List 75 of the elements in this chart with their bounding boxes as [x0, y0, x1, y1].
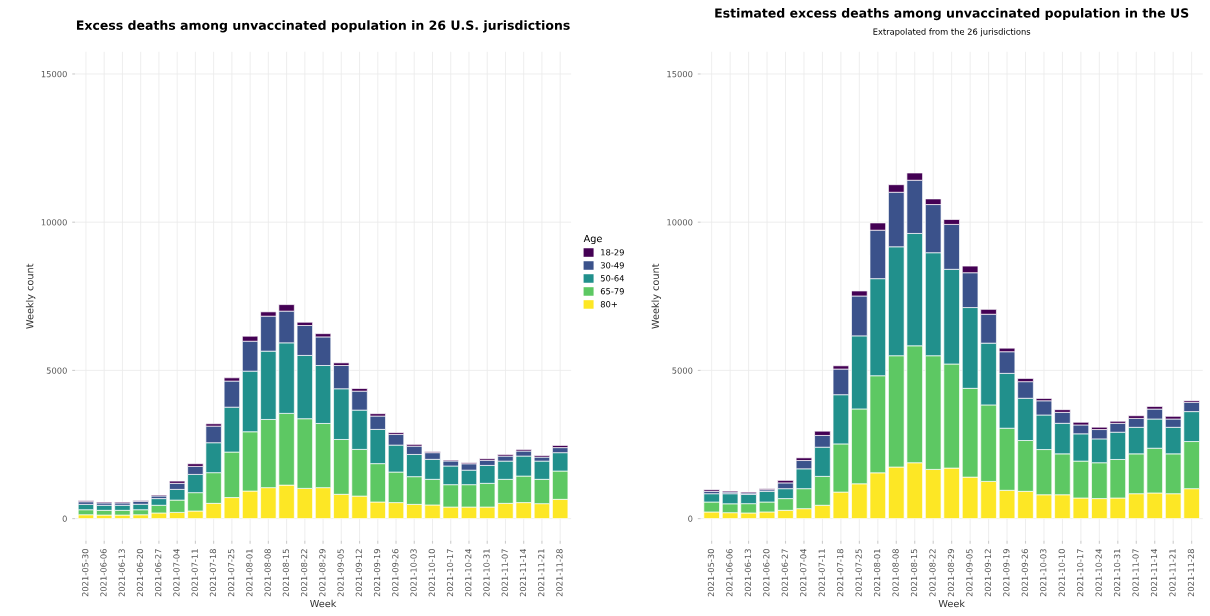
legend-label: 80+: [600, 301, 617, 308]
x-tick-label: 2021-10-24: [1095, 548, 1102, 597]
x-tick-label: 2021-07-25: [855, 549, 862, 597]
x-tick-label: 2021-06-20: [763, 549, 770, 597]
x-tick-label: 2021-07-25: [227, 549, 235, 597]
x-tick-label: 2021-11-07: [1132, 549, 1139, 597]
x-tick-label: 2021-11-14: [519, 548, 527, 597]
y-tick-label: 10000: [41, 219, 67, 226]
x-tick-label: 2021-07-04: [173, 548, 180, 597]
x-tick-label: 2021-09-05: [337, 549, 344, 597]
y-axis-title: Weekly count: [25, 263, 36, 329]
x-tick-label: 2021-11-28: [556, 549, 563, 597]
chart-title: Excess deaths among unvaccinated population in 26 U.S. jurisdictions: [77, 20, 570, 33]
x-tick-label: 2021-08-01: [873, 549, 881, 597]
y-tick-label: 15000: [667, 70, 693, 78]
x-tick-label: 2021-06-27: [155, 549, 162, 597]
x-tick-label: 2021-06-27: [781, 549, 788, 597]
x-tick-label: 2021-09-12: [984, 549, 992, 597]
x-tick-label: 2021-10-31: [483, 549, 490, 597]
x-tick-label: 2021-09-26: [1021, 549, 1028, 597]
x-tick-label: 2021-08-15: [282, 549, 290, 597]
x-tick-label: 2021-09-26: [392, 549, 399, 597]
chart-title: Estimated excess deaths among unvaccinated population in the US: [715, 8, 1189, 21]
x-tick-label: 2021-08-08: [892, 549, 899, 597]
x-tick-label: 2021-08-15: [910, 549, 918, 597]
x-tick-label: 2021-10-10: [1058, 549, 1065, 597]
x-tick-label: 2021-11-21: [538, 549, 545, 597]
y-tick-label: 5000: [672, 367, 693, 374]
y-tick-label: 10000: [667, 219, 693, 226]
x-tick-label: 2021-07-04: [800, 548, 807, 597]
y-tick-label: 5000: [46, 367, 67, 374]
x-tick-label: 2021-08-22: [300, 549, 308, 597]
x-tick-label: 2021-07-11: [191, 549, 198, 597]
x-tick-label: 2021-06-06: [100, 549, 107, 597]
legend-label: 30-49: [600, 262, 624, 269]
x-tick-label: 2021-05-30: [707, 549, 715, 597]
legend-label: 18-29: [601, 249, 624, 256]
legend-title: Age: [583, 234, 602, 245]
x-tick-label: 2021-10-17: [446, 549, 454, 597]
chart-subtitle: Extrapolated from the 26 jurisdictions: [873, 28, 1031, 37]
x-tick-label: 2021-08-08: [264, 549, 271, 597]
x-tick-label: 2021-08-01: [246, 549, 253, 597]
y-axis-title: Weekly count: [651, 263, 661, 329]
x-axis-title: Week: [938, 599, 965, 608]
y-tick-label: 15000: [41, 70, 67, 78]
x-tick-label: 2021-08-29: [947, 549, 955, 597]
x-tick-label: 2021-10-24: [465, 548, 472, 597]
x-tick-label: 2021-07-11: [818, 549, 825, 597]
x-tick-label: 2021-10-10: [428, 549, 435, 597]
x-tick-label: 2021-08-22: [929, 549, 936, 597]
x-tick-label: 2021-07-18: [837, 549, 844, 597]
x-tick-label: 2021-10-03: [410, 549, 417, 597]
x-tick-label: 2021-09-19: [373, 549, 381, 597]
x-tick-label: 2021-08-29: [319, 549, 326, 597]
x-tick-label: 2021-10-17: [1077, 549, 1084, 597]
x-tick-label: 2021-11-28: [1187, 549, 1195, 597]
x-tick-label: 2021-11-07: [501, 549, 508, 597]
x-tick-label: 2021-09-12: [355, 549, 362, 597]
x-tick-label: 2021-06-20: [136, 549, 144, 597]
y-tick-label: 0: [62, 515, 67, 522]
legend-label: 50-64: [600, 275, 624, 282]
x-tick-label: 2021-07-18: [209, 549, 217, 597]
x-tick-label: 2021-10-03: [1040, 549, 1047, 597]
x-axis-title: Week: [310, 599, 337, 608]
x-tick-label: 2021-06-13: [744, 549, 752, 597]
legend-label: 65-79: [600, 288, 624, 295]
x-tick-label: 2021-09-05: [966, 549, 973, 597]
x-tick-label: 2021-06-13: [118, 549, 125, 597]
x-tick-label: 2021-11-21: [1169, 549, 1176, 597]
x-tick-label: 2021-10-31: [1113, 549, 1121, 597]
x-tick-label: 2021-06-06: [726, 549, 733, 597]
x-tick-label: 2021-11-14: [1150, 548, 1158, 597]
y-tick-label: 0: [688, 515, 693, 522]
x-tick-label: 2021-05-30: [82, 549, 89, 597]
x-tick-label: 2021-09-19: [1003, 549, 1010, 597]
